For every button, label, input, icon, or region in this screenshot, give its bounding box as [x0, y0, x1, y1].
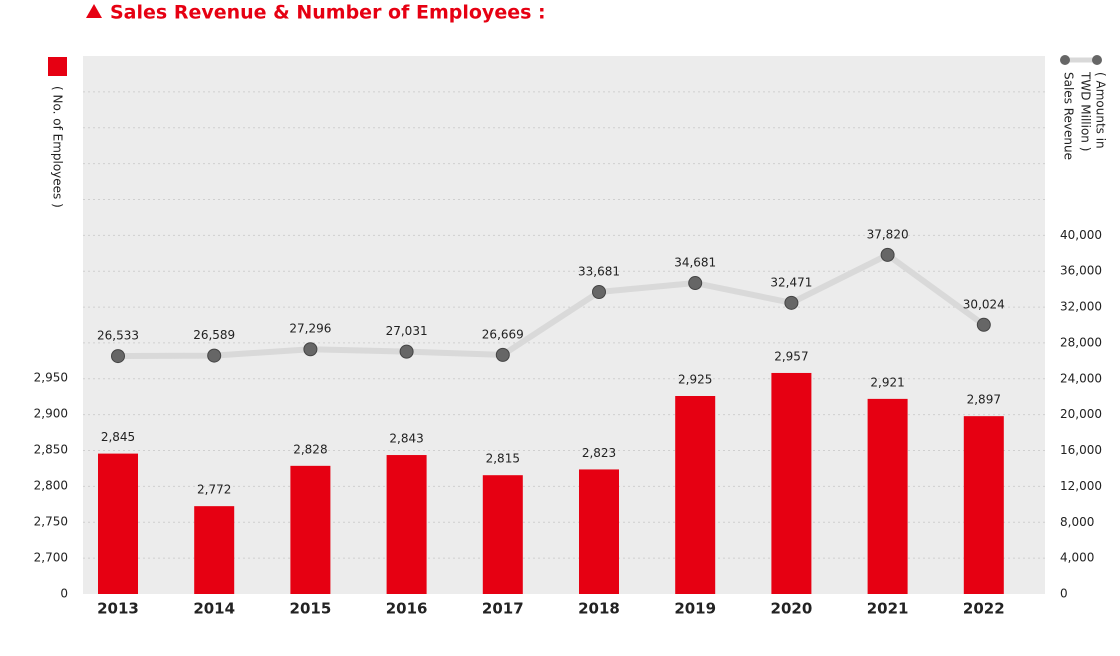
data-label: 2,843 [389, 432, 423, 446]
y-tick-label: 2,750 [34, 515, 68, 529]
line [117, 251, 986, 360]
bar [867, 398, 908, 594]
data-label: 30,024 [963, 297, 1005, 311]
marker [111, 349, 125, 364]
y2-tick-label: 16,000 [1060, 443, 1102, 457]
data-label: 2,921 [870, 375, 904, 389]
data-label: 34,681 [674, 256, 716, 270]
data-label: 32,471 [770, 275, 812, 289]
legend-label: Sales Revenue [1062, 72, 1076, 160]
y2-tick-label: 4,000 [1060, 551, 1094, 565]
y2-label: TWD Million ) [1079, 71, 1093, 151]
x-tick-label: 2021 [867, 600, 909, 618]
y-tick-label: 2,900 [34, 407, 68, 421]
x-tick-label: 2014 [193, 600, 235, 618]
marker [592, 284, 606, 299]
bar [579, 469, 619, 594]
marker [303, 342, 318, 357]
data-label: 2,957 [774, 349, 808, 363]
marker [784, 295, 799, 310]
x-tick-label: 2019 [674, 600, 716, 618]
data-label: 33,681 [578, 264, 620, 278]
y2-tick-label: 32,000 [1060, 300, 1102, 314]
data-label: 2,815 [486, 452, 520, 466]
x-tick-label: 2015 [290, 600, 332, 618]
y-tick-label: 2,800 [34, 479, 68, 493]
y2-tick-label: 0 [1060, 587, 1068, 601]
data-label: 26,669 [482, 327, 524, 341]
y-tick-label: 2,850 [34, 443, 68, 457]
y2-tick-label: 36,000 [1060, 264, 1102, 278]
y-tick-label: 2,700 [34, 551, 68, 565]
bar [194, 506, 235, 594]
bar [675, 396, 716, 594]
marker [495, 347, 510, 362]
bar [290, 465, 331, 594]
y2-tick-label: 12,000 [1060, 479, 1102, 493]
y2-tick-label: 8,000 [1060, 515, 1094, 529]
marker [688, 276, 703, 291]
title-icon [86, 4, 102, 18]
x-tick-label: 2013 [97, 600, 139, 618]
y2-tick-label: 40,000 [1060, 228, 1102, 242]
data-label: 2,772 [197, 483, 231, 497]
data-label: 27,031 [386, 324, 428, 338]
marker [880, 247, 895, 262]
x-tick-label: 2017 [482, 600, 524, 618]
marker [399, 344, 414, 359]
data-label: 2,897 [967, 393, 1001, 407]
x-tick-label: 2016 [386, 600, 428, 618]
data-label: 26,533 [97, 329, 139, 343]
data-label: 2,823 [582, 446, 616, 460]
x-tick-label: 2022 [963, 600, 1005, 618]
bar [386, 455, 427, 594]
y-tick-label: 2,950 [34, 371, 68, 385]
legend-label: ( No. of Employees ) [51, 86, 65, 208]
legend-swatch [48, 57, 67, 76]
y2-tick-label: 28,000 [1060, 335, 1102, 349]
marker [976, 317, 991, 332]
x-tick-label: 2020 [771, 600, 813, 618]
data-label: 2,925 [678, 373, 712, 387]
bar [482, 475, 523, 594]
x-tick-label: 2018 [578, 600, 620, 618]
y2-label: ( Amounts in [1094, 72, 1108, 149]
chart-title: Sales Revenue & Number of Employees : [110, 2, 546, 24]
bar [98, 453, 138, 594]
y2-tick-label: 20,000 [1060, 407, 1102, 421]
bar [963, 416, 1004, 594]
data-label: 2,828 [293, 442, 327, 456]
data-label: 37,820 [867, 227, 909, 241]
legend-marker [1092, 55, 1102, 65]
bar [771, 372, 812, 594]
data-label: 26,589 [193, 328, 235, 342]
data-label: 27,296 [289, 322, 331, 336]
data-label: 2,845 [101, 430, 135, 444]
y2-tick-label: 24,000 [1060, 371, 1102, 385]
marker [207, 348, 222, 363]
y-tick-label: 0 [60, 587, 68, 601]
legend-marker [1060, 55, 1070, 65]
